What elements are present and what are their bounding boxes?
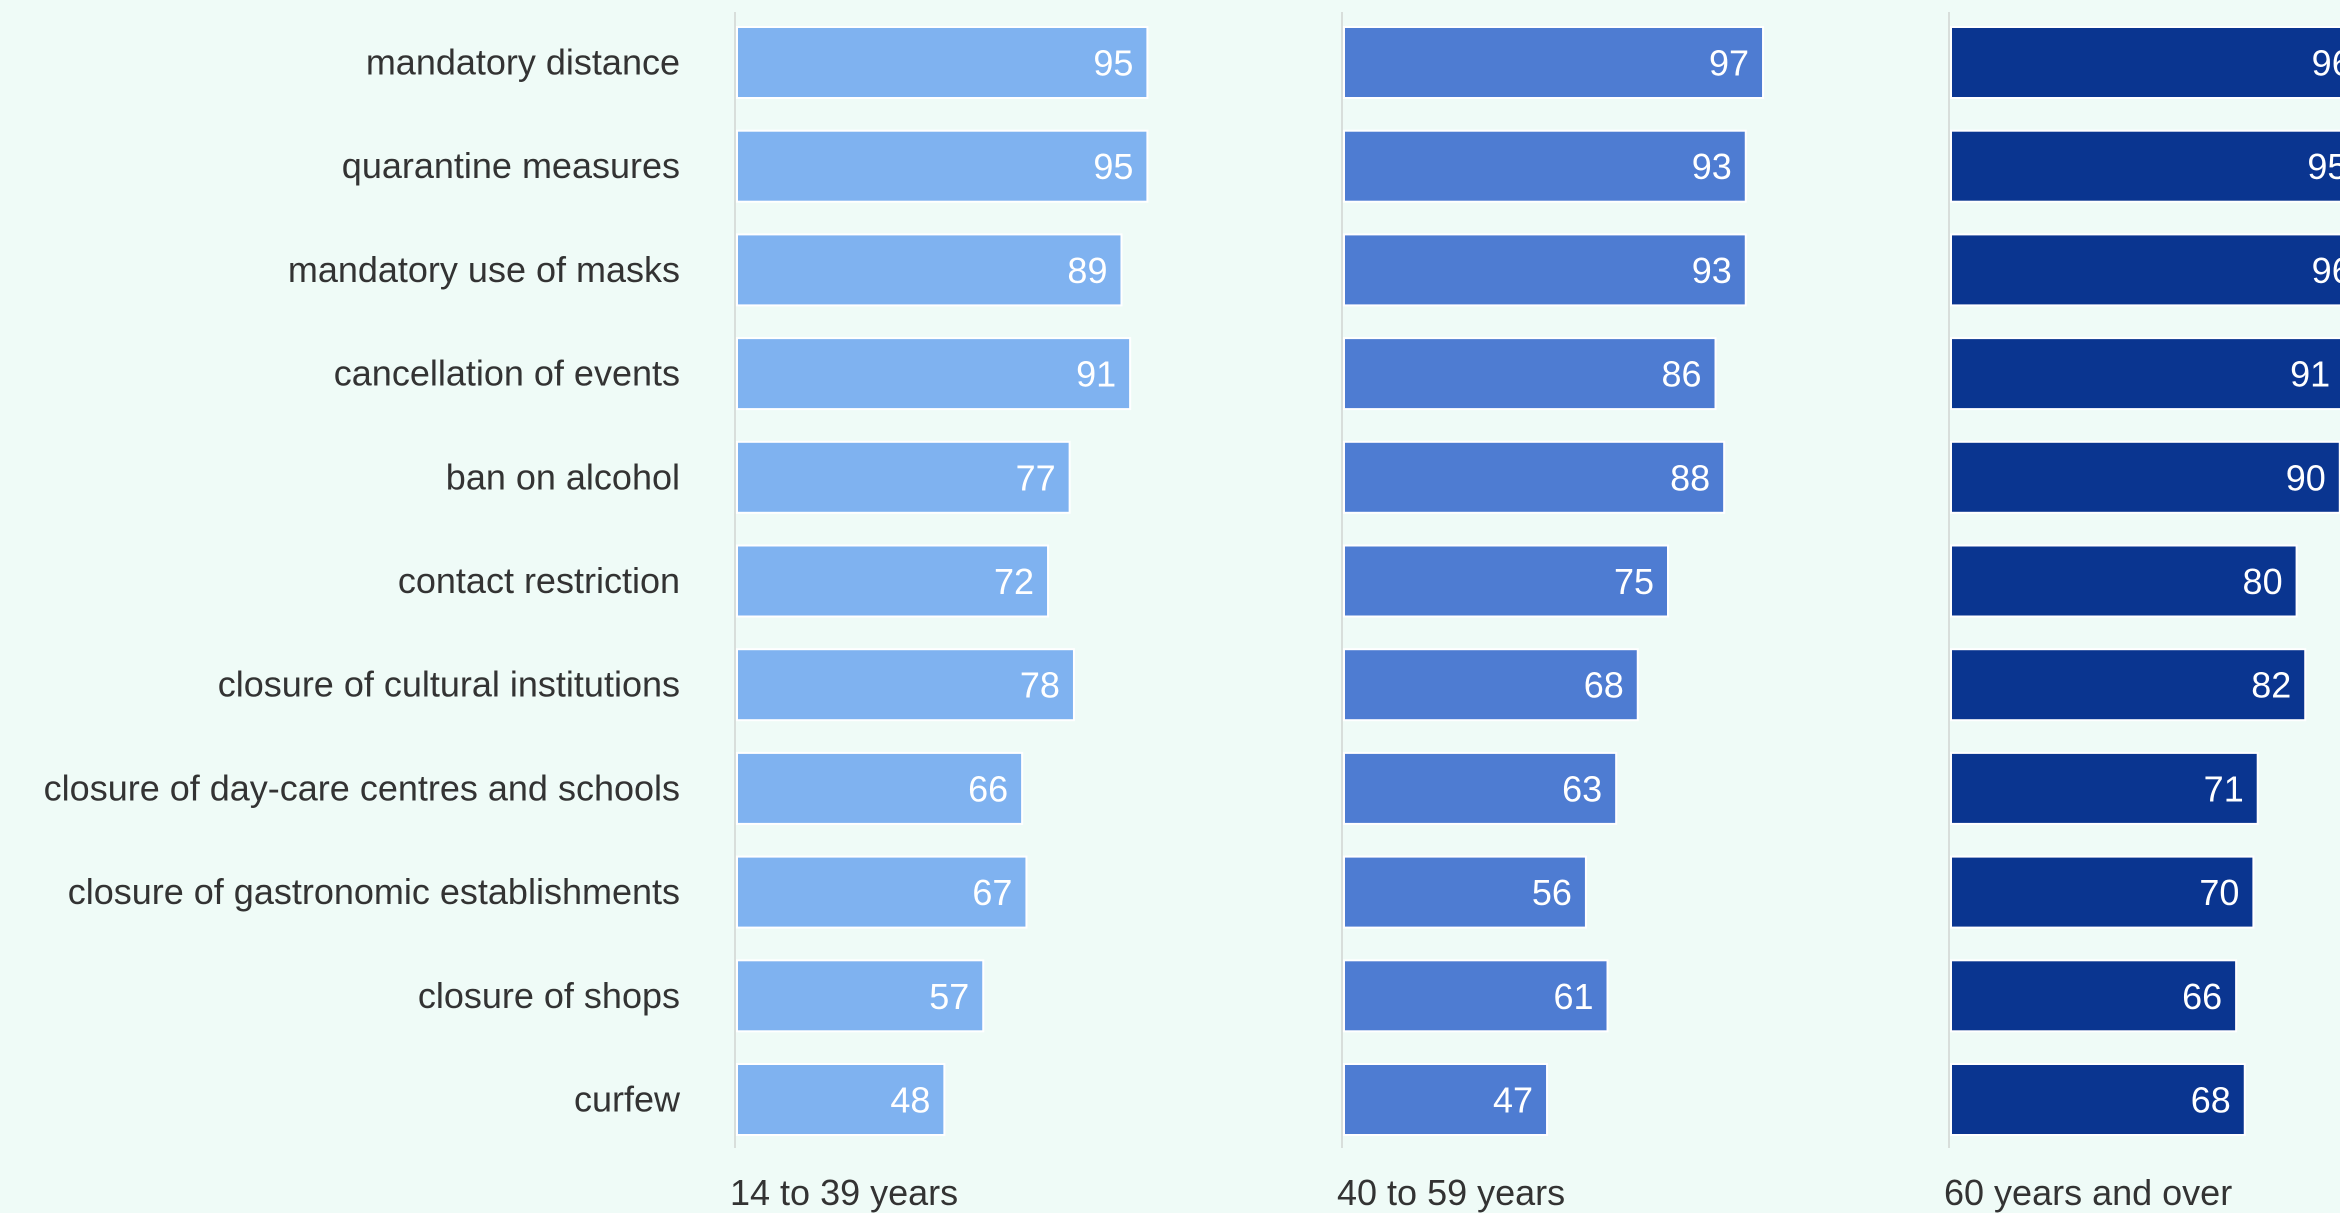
bar bbox=[1950, 1063, 2246, 1136]
bar bbox=[736, 129, 1149, 203]
bar-value-label: 72 bbox=[994, 561, 1034, 602]
bar-value-label: 88 bbox=[1670, 457, 1710, 498]
bar-value-label: 70 bbox=[2199, 872, 2239, 913]
bar bbox=[736, 337, 1132, 411]
category-label: contact restriction bbox=[398, 560, 680, 601]
bar bbox=[1950, 855, 2255, 929]
bar-value-label: 95 bbox=[1093, 146, 1133, 187]
category-label: closure of shops bbox=[418, 975, 680, 1016]
bar-value-label: 82 bbox=[2251, 665, 2291, 706]
bar-value-label: 66 bbox=[2182, 976, 2222, 1017]
bar bbox=[1343, 959, 1609, 1033]
bar bbox=[1343, 648, 1639, 722]
category-label: closure of day-care centres and schools bbox=[44, 767, 680, 808]
category-label: mandatory distance bbox=[366, 42, 680, 83]
bar bbox=[736, 959, 985, 1033]
bar bbox=[1950, 751, 2259, 825]
bar-value-label: 95 bbox=[2307, 146, 2340, 187]
bar-value-label: 78 bbox=[1020, 665, 1060, 706]
bar bbox=[1343, 233, 1747, 307]
bar-value-label: 95 bbox=[1093, 43, 1133, 84]
series-label: 14 to 39 years bbox=[730, 1172, 958, 1213]
bar bbox=[1950, 233, 2340, 307]
bar-value-label: 93 bbox=[1692, 146, 1732, 187]
bar bbox=[1343, 544, 1669, 618]
bar-value-label: 86 bbox=[1661, 354, 1701, 395]
category-label: closure of gastronomic establishments bbox=[68, 871, 680, 912]
bar-value-label: 68 bbox=[2191, 1080, 2231, 1121]
bar bbox=[1343, 129, 1747, 203]
bar-value-label: 67 bbox=[972, 872, 1012, 913]
bar-value-label: 75 bbox=[1614, 561, 1654, 602]
bar bbox=[1950, 648, 2307, 722]
bar-value-label: 63 bbox=[1562, 768, 1602, 809]
bar-value-label: 47 bbox=[1493, 1080, 1533, 1121]
category-label: curfew bbox=[574, 1079, 681, 1120]
bar-value-label: 68 bbox=[1584, 665, 1624, 706]
bar-value-label: 89 bbox=[1067, 250, 1107, 291]
bar-value-label: 91 bbox=[2290, 354, 2330, 395]
series-label: 60 years and over bbox=[1944, 1172, 2232, 1213]
bar bbox=[1343, 26, 1765, 99]
bar-value-label: 71 bbox=[2204, 768, 2244, 809]
bar-value-label: 56 bbox=[1532, 872, 1572, 913]
bar bbox=[1343, 337, 1717, 411]
bar bbox=[736, 544, 1050, 618]
bar bbox=[736, 233, 1123, 307]
bar bbox=[1343, 751, 1618, 825]
bar bbox=[1950, 440, 2340, 514]
bar bbox=[736, 648, 1075, 722]
bar bbox=[1343, 1063, 1549, 1136]
bar bbox=[736, 855, 1028, 929]
category-label: closure of cultural institutions bbox=[218, 664, 680, 705]
bar-value-label: 91 bbox=[1076, 354, 1116, 395]
bar bbox=[1343, 855, 1587, 929]
bar-value-label: 66 bbox=[968, 768, 1008, 809]
bar-value-label: 96 bbox=[2312, 43, 2340, 84]
bar bbox=[736, 26, 1149, 99]
bar bbox=[1950, 544, 2298, 618]
bar-value-label: 48 bbox=[890, 1080, 930, 1121]
bar-value-label: 97 bbox=[1709, 43, 1749, 84]
bar-value-label: 77 bbox=[1016, 457, 1056, 498]
category-label: quarantine measures bbox=[342, 145, 680, 186]
bar bbox=[1950, 26, 2340, 99]
bar bbox=[736, 751, 1024, 825]
bar-value-label: 96 bbox=[2312, 250, 2340, 291]
bar bbox=[1950, 959, 2238, 1033]
bar bbox=[736, 1063, 946, 1136]
bar-value-label: 80 bbox=[2243, 561, 2283, 602]
bar-value-label: 93 bbox=[1692, 250, 1732, 291]
bar bbox=[736, 440, 1071, 514]
category-label: mandatory use of masks bbox=[288, 249, 680, 290]
series-label: 40 to 59 years bbox=[1337, 1172, 1565, 1213]
bar-value-label: 61 bbox=[1553, 976, 1593, 1017]
bar bbox=[1950, 337, 2340, 411]
category-label: cancellation of events bbox=[334, 353, 680, 394]
bar bbox=[1950, 129, 2340, 203]
bar-value-label: 90 bbox=[2286, 457, 2326, 498]
category-label: ban on alcohol bbox=[446, 456, 680, 497]
bar-value-label: 57 bbox=[929, 976, 969, 1017]
bar bbox=[1343, 440, 1726, 514]
